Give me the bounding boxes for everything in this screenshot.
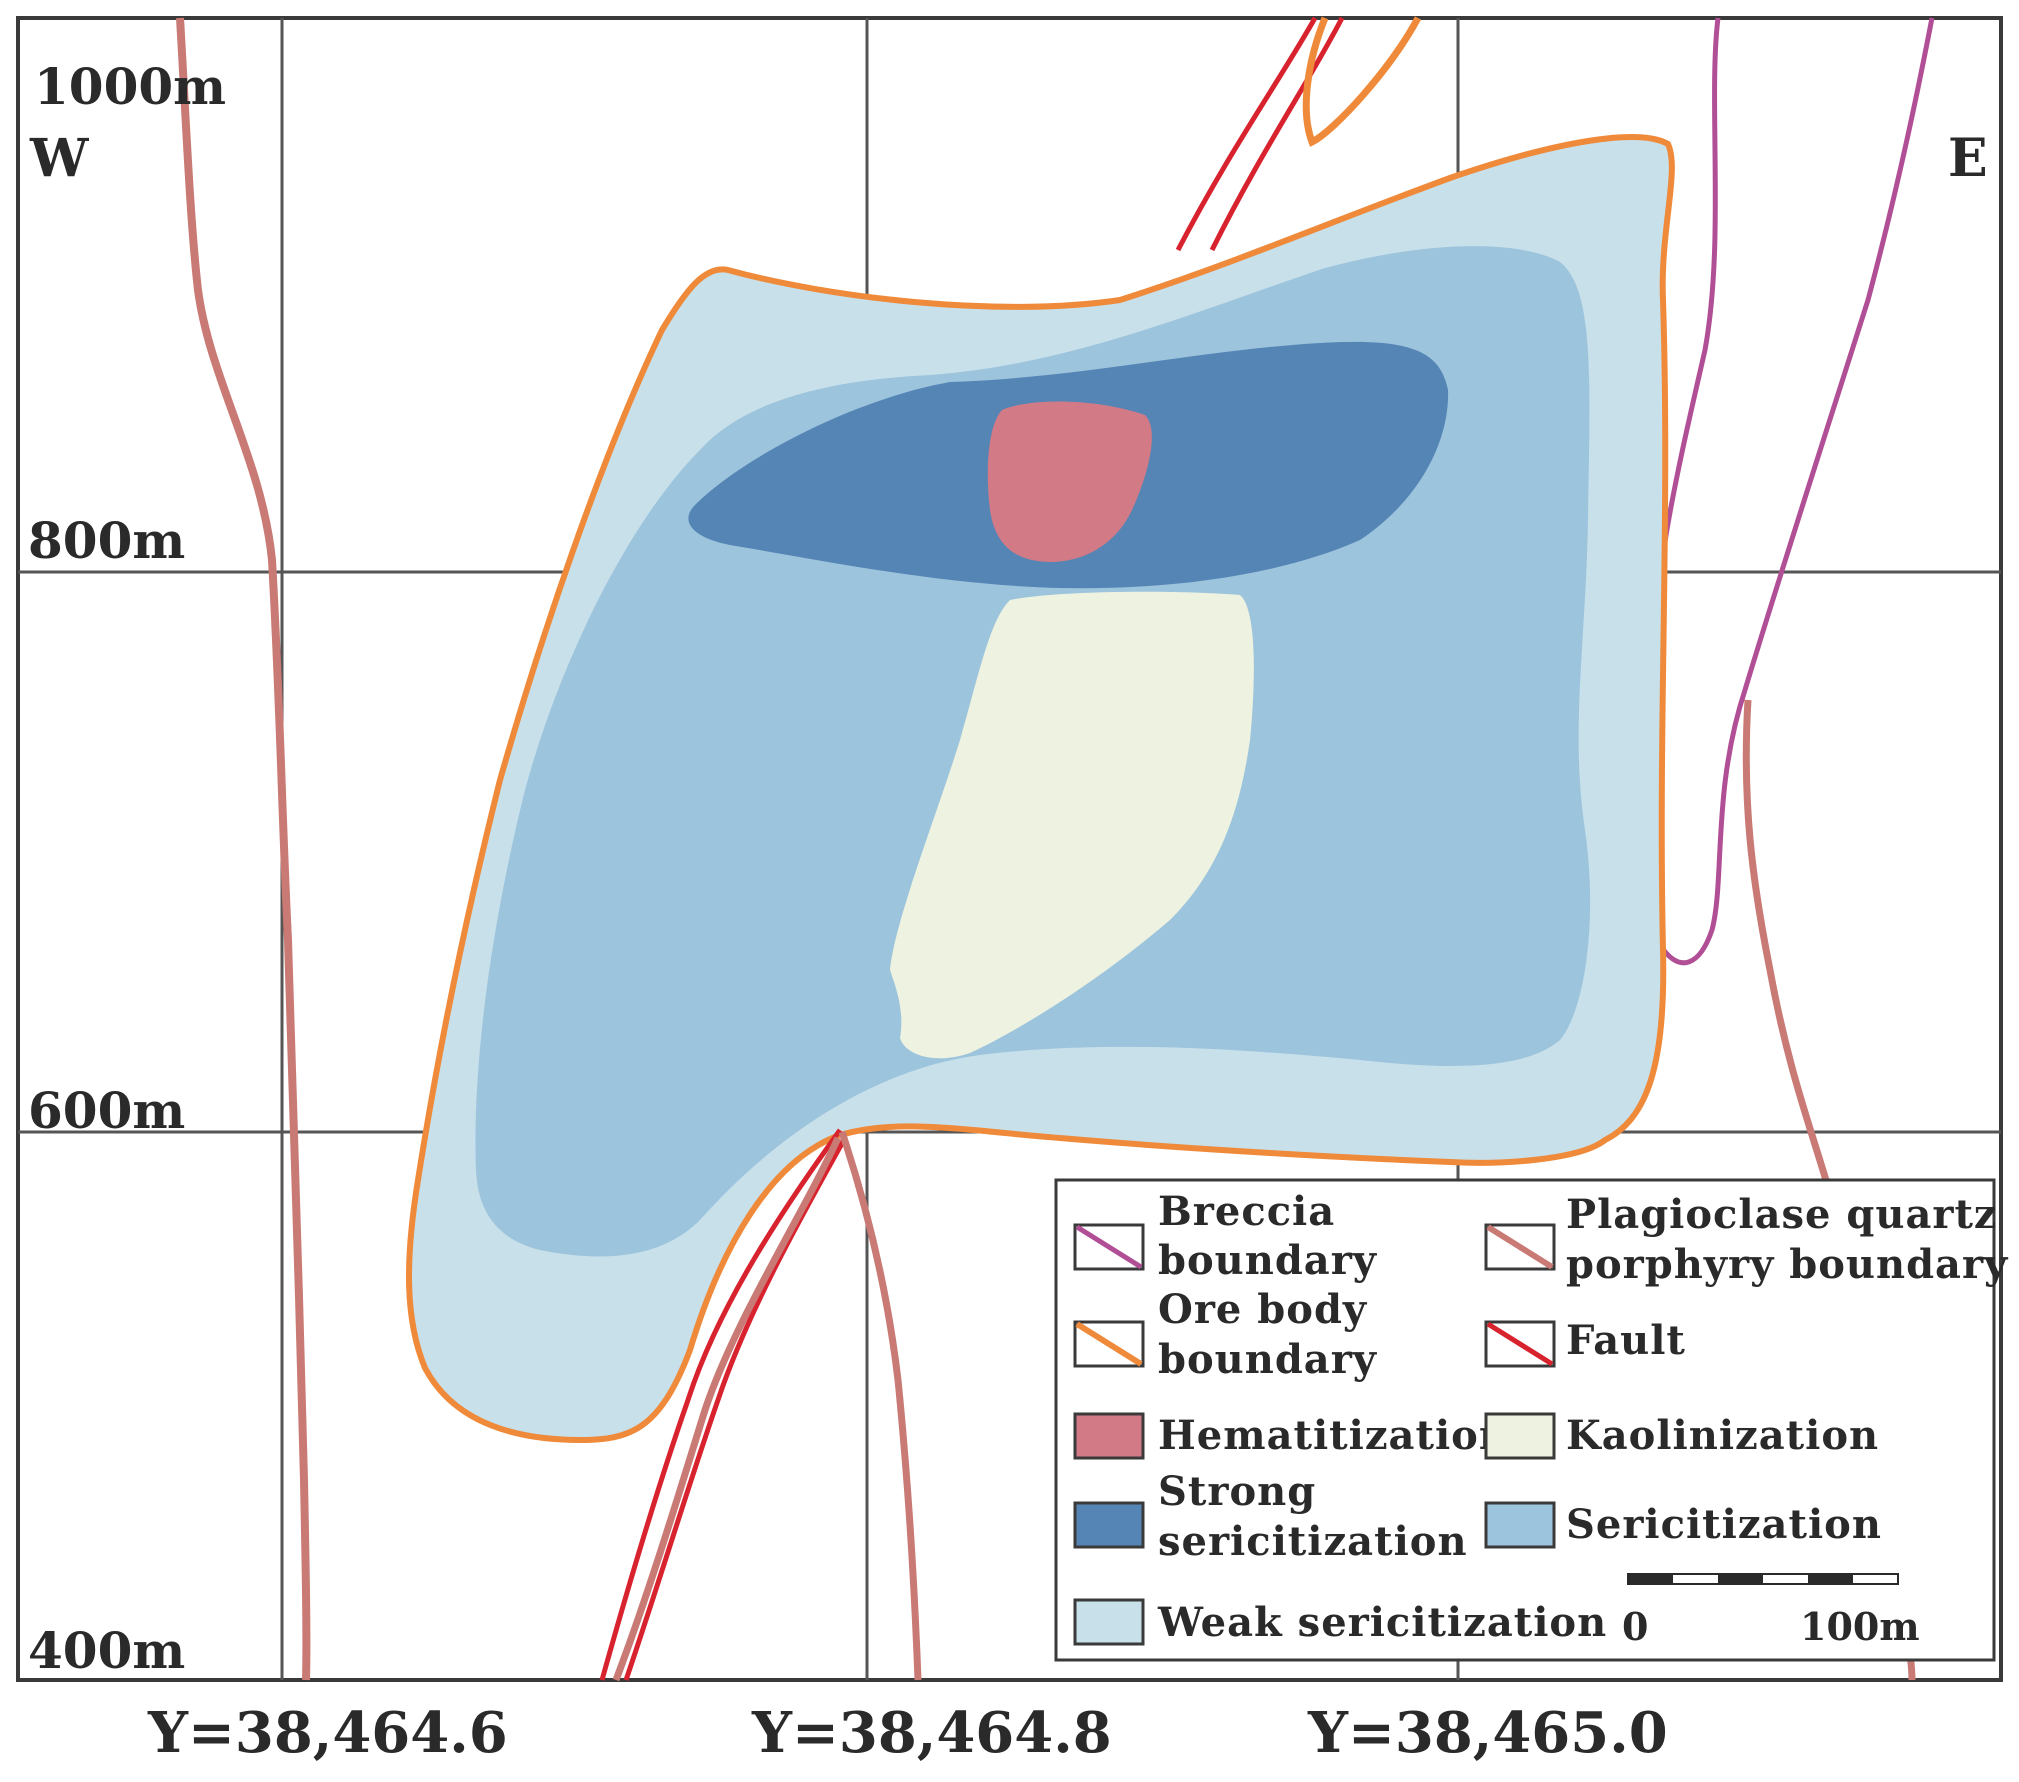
- legend-plagioclase-line: [1486, 1224, 1554, 1270]
- scale-bar-segment-2: [1718, 1574, 1763, 1584]
- legend-sericitization-label: Sericitization: [1566, 1501, 1882, 1548]
- direction-west: W: [29, 128, 90, 189]
- plagioclase-boundary-south-2: [838, 1130, 922, 1681]
- breccia-boundary: [1641, 17, 1935, 966]
- scale-bar-segment-1: [1628, 1574, 1673, 1584]
- legend-breccia-line: [1075, 1224, 1143, 1270]
- fault-line-top-2: [1209, 16, 1345, 252]
- legend-kaolinization-label: Kaolinization: [1566, 1412, 1879, 1459]
- legend-weak-label: Weak sericitization: [1157, 1599, 1607, 1646]
- fault-line-bottom-1: [599, 1128, 843, 1681]
- legend-orebody-label-1: Ore body: [1158, 1286, 1368, 1333]
- scale-bar-segment-3: [1808, 1574, 1853, 1584]
- legend-orebody-label-2: boundary: [1158, 1336, 1378, 1383]
- legend-fault-line: [1486, 1321, 1554, 1367]
- legend-swatch-weak-sericitization: [1073, 1598, 1145, 1646]
- legend-strong-label-2: sericitization: [1158, 1518, 1468, 1565]
- legend-orebody-line: [1075, 1321, 1143, 1367]
- legend-swatch-kaolinization: [1484, 1412, 1556, 1460]
- fault-line-top-1: [1175, 16, 1318, 252]
- scale-bar: 0 100m: [1622, 1573, 1920, 1649]
- orebody-lobe-top: [1302, 16, 1422, 147]
- legend-swatch-sericitization: [1484, 1501, 1556, 1549]
- plagioclase-boundary-west: [176, 17, 311, 1681]
- legend-breccia-label-2: boundary: [1158, 1237, 1378, 1284]
- elevation-label-800m: 800m: [28, 511, 185, 570]
- legend: Breccia boundary Plagioclase quartz porp…: [1054, 1178, 2009, 1662]
- legend-swatch-strong-sericitization: [1073, 1501, 1145, 1549]
- direction-east: E: [1948, 128, 1988, 189]
- scale-bar-start-label: 0: [1622, 1604, 1648, 1649]
- plagioclase-boundary-south-1: [612, 1136, 842, 1682]
- legend-swatch-hematitization: [1073, 1412, 1145, 1460]
- scale-bar-end-label: 100m: [1800, 1604, 1920, 1649]
- legend-plagioclase-label-2: porphyry boundary: [1566, 1241, 2009, 1288]
- hematitization-zone: [987, 401, 1152, 563]
- elevation-label-400m: 400m: [28, 1621, 185, 1680]
- legend-plagioclase-label-1: Plagioclase quartz: [1566, 1191, 1998, 1238]
- kaolinization-zone: [890, 591, 1254, 1059]
- x-axis-label-3: Y=38,465.0: [1307, 1700, 1668, 1766]
- legend-hematitization-label: Hematitization: [1158, 1412, 1509, 1459]
- legend-breccia-label-1: Breccia: [1158, 1188, 1335, 1235]
- legend-fault-label: Fault: [1566, 1317, 1686, 1364]
- x-axis-label-2: Y=38,464.8: [751, 1700, 1112, 1766]
- legend-strong-label-1: Strong: [1158, 1468, 1316, 1515]
- elevation-label-600m: 600m: [28, 1081, 185, 1140]
- elevation-label-1000m: 1000m: [34, 57, 226, 116]
- x-axis-label-1: Y=38,464.6: [147, 1700, 508, 1766]
